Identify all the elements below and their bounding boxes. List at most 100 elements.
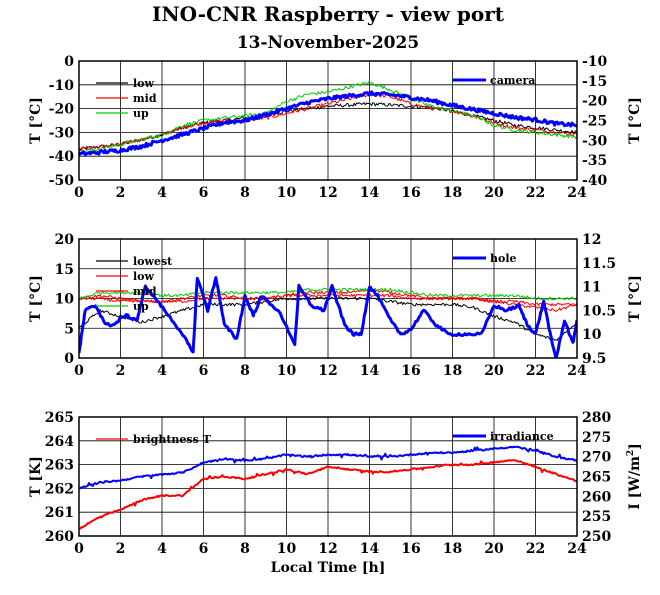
y-tick-label-right: 270 [582,450,611,466]
legend-label: mid [133,92,157,105]
y-tick-label-left: -40 [49,149,75,165]
legend-label: low [133,77,155,90]
x-tick-label: 6 [199,363,209,379]
y-tick-label-left: 263 [45,458,74,474]
panel-camera-temperatures: 0 2 4 6 8 10 12 14 16 18 20 22 240-10-20-30-40-50-10… [28,54,643,201]
series-line-camera [79,90,577,157]
panel-brightness-irradiance: 0 2 4 6 8 10 12 14 16 18 20 22 242652642632622612602… [28,410,643,576]
x-tick-label: 14 [360,185,380,201]
figure-subtitle: 13-November-2025 [237,33,419,53]
y-tick-label-left: -20 [49,102,75,118]
x-tick-label: 20 [484,541,504,557]
series-group [79,80,577,157]
y-tick-label-left: 15 [55,262,74,278]
legend-label: up [133,107,149,120]
x-tick-label: 12 [318,185,337,201]
legend-label: brightness T [133,433,212,446]
y-tick-label-left: 262 [45,481,74,497]
x-tick-label: 0 [74,541,84,557]
series-line-low [79,102,577,151]
x-tick-label: 16 [401,541,420,557]
x-tick-label: 22 [526,541,545,557]
y-tick-label-right: 255 [582,509,611,525]
x-tick-label: 16 [401,363,420,379]
legend-label: up [133,300,149,313]
y-axis-label-right: T [°C] [627,97,643,144]
y-tick-label-right: 11.5 [582,256,616,272]
x-tick-label: 6 [199,541,209,557]
legend-label: camera [490,74,535,87]
y-tick-label-right: -20 [582,94,608,110]
x-tick-label: 4 [157,185,167,201]
y-tick-label-right: -40 [582,173,608,189]
x-tick-label: 22 [526,363,545,379]
y-tick-label-right: 10.5 [582,303,616,319]
legend-label: hole [490,252,517,265]
y-tick-label-right: -15 [582,74,607,90]
y-tick-label-left: -30 [49,125,75,141]
y-tick-label-right: 9.5 [582,351,606,367]
y-tick-label-right: 280 [582,410,611,426]
series-group [79,276,577,358]
series-line-brightness-T [79,459,577,530]
x-tick-label: 22 [526,185,545,201]
y-tick-label-right: 265 [582,470,611,486]
series-line-up [79,80,577,154]
x-tick-label: 24 [567,541,587,557]
series-line-hole [79,276,577,358]
legend-label: irradiance [490,430,554,443]
x-tick-label: 18 [443,541,462,557]
figure-title: INO-CNR Raspberry - view port [152,2,505,26]
plot-frame [78,416,578,537]
x-tick-label: 4 [157,541,167,557]
y-tick-label-right: 275 [582,430,611,446]
y-axis-label-right: T [°C] [627,275,643,322]
x-tick-label: 24 [567,363,587,379]
y-axis-label-right: I [W/m2] [626,443,643,510]
y-tick-label-left: 0 [64,351,74,367]
y-tick-label-left: -10 [49,78,75,94]
x-tick-label: 6 [199,185,209,201]
y-tick-label-right: 10 [582,327,602,343]
x-tick-label: 14 [360,363,380,379]
panel-hole-temperatures: 0 2 4 6 8 10 12 14 16 18 20 22 24201510501211.51110.… [28,232,643,379]
legend: low mid up camera [96,74,535,120]
legend: lowest low mid up hole [96,252,517,313]
x-tick-label: 24 [567,185,587,201]
y-tick-label-left: 10 [55,292,75,308]
plot-frame [78,238,578,359]
x-tick-label: 2 [116,185,126,201]
y-axis-label-left: T [°C] [28,97,44,144]
y-tick-label-left: 5 [64,321,74,337]
y-tick-label-right: -30 [582,133,608,149]
y-tick-label-right: 11 [582,280,601,296]
y-tick-label-left: 0 [64,54,74,70]
x-tick-label: 8 [240,185,250,201]
x-axis-label: Local Time [h] [271,560,386,576]
x-tick-label: 8 [240,363,250,379]
y-tick-label-left: 260 [45,529,74,545]
y-tick-label-right: 12 [582,232,601,248]
y-axis-label-left: T [K] [28,456,44,497]
x-tick-label: 8 [240,541,250,557]
series-group [79,445,577,530]
x-tick-label: 20 [484,363,504,379]
x-tick-label: 12 [318,541,337,557]
x-tick-label: 20 [484,185,504,201]
x-tick-label: 10 [277,541,297,557]
x-tick-label: 18 [443,363,462,379]
legend: brightness T irradiance [96,430,554,446]
y-tick-label-right: 250 [582,529,611,545]
x-tick-label: 18 [443,185,462,201]
x-tick-label: 16 [401,185,420,201]
legend-label: lowest [133,255,173,268]
y-tick-label-right: -10 [582,54,608,70]
plot-frame [78,60,578,181]
x-tick-label: 2 [116,363,126,379]
x-tick-label: 12 [318,363,337,379]
y-tick-label-right: 260 [582,489,611,505]
legend-label: mid [133,285,157,298]
y-tick-label-left: 264 [45,434,74,450]
y-tick-label-left: 265 [45,410,74,426]
